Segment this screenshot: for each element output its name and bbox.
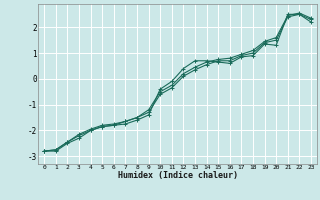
X-axis label: Humidex (Indice chaleur): Humidex (Indice chaleur) [118,171,238,180]
